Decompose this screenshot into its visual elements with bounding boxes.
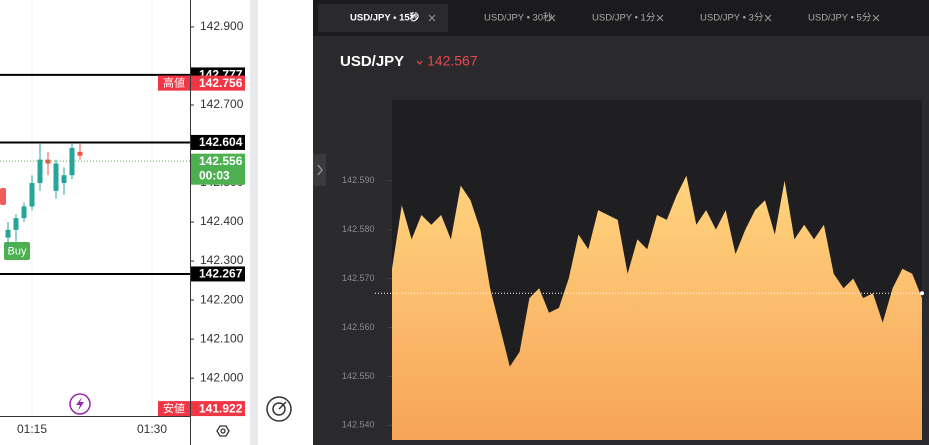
price-label-bg [191, 266, 245, 282]
candle-body [13, 218, 19, 230]
candle-body [5, 229, 11, 238]
icon-dot [220, 428, 226, 434]
icon-needle [278, 401, 287, 410]
y-tick-label: 142.700 [200, 97, 244, 111]
y-tick-label: 142.400 [200, 214, 244, 228]
y-tick-label: 142.200 [200, 292, 244, 306]
y-tick-label: 142.900 [200, 19, 244, 33]
price-label-bg [191, 75, 245, 91]
down-arrow [416, 60, 423, 65]
price-label: 142.267 [199, 267, 243, 281]
tab-active[interactable] [318, 4, 448, 32]
candle-body [53, 163, 59, 191]
icon-ring [272, 402, 286, 416]
x-tick-label: 01:15 [17, 422, 47, 436]
price-tag: 高値 [163, 76, 185, 90]
price-area [392, 175, 922, 441]
candle-body [77, 151, 83, 156]
price-label-bg [191, 401, 245, 417]
buy-bg [4, 242, 30, 260]
chevron [317, 164, 323, 176]
tab-close[interactable] [428, 14, 436, 22]
candle-body [37, 159, 43, 184]
icon-ring [69, 393, 91, 415]
y-tick-label: 142.000 [200, 370, 244, 384]
price-tag-bg [158, 75, 190, 91]
current-dot [920, 291, 924, 296]
icon-bolt [76, 397, 84, 411]
y-tick-label: 142.100 [200, 331, 244, 345]
price-tag-bg [158, 401, 190, 417]
tab-label[interactable]: USD/JPY • 30秒 [484, 12, 553, 24]
separator [250, 0, 258, 445]
buy-label: Buy [8, 245, 27, 257]
lightning-icon[interactable] [69, 393, 91, 415]
tab-close[interactable] [656, 14, 664, 22]
settings-icon[interactable] [216, 425, 230, 437]
tab-close[interactable] [548, 14, 556, 22]
tab-label[interactable]: USD/JPY • 5分 [808, 13, 872, 24]
price-tag: 安値 [163, 401, 185, 415]
candle-body [21, 206, 27, 219]
price-tag: 00:03 [199, 168, 230, 182]
y-tick-label: 142.570 [342, 273, 375, 283]
tab-label[interactable]: USD/JPY • 15秒 [350, 12, 420, 24]
price-label: 141.922 [199, 401, 243, 415]
symbol: USD/JPY [340, 53, 404, 70]
price-label-bg [191, 134, 245, 150]
price-label: 142.556 [199, 154, 243, 168]
collapse-bg [313, 154, 326, 186]
x-tick-label: 01:30 [137, 422, 167, 436]
tab-close[interactable] [764, 14, 772, 22]
y-tick-label: 142.560 [342, 322, 375, 332]
y-tick-label: 142.550 [342, 371, 375, 381]
icon-ring [266, 396, 292, 422]
y-tick-label: 142.580 [342, 224, 375, 234]
compass-icon[interactable] [266, 396, 292, 422]
price-label: 142.756 [199, 76, 243, 90]
tab-label[interactable]: USD/JPY • 1分 [592, 13, 656, 24]
order-marker[interactable] [0, 188, 6, 205]
y-tick-label: 142.590 [342, 175, 375, 185]
toolbar [258, 0, 313, 445]
price: 142.567 [427, 53, 478, 69]
y-tick-label: 142.540 [342, 420, 375, 430]
collapse-button[interactable] [313, 154, 326, 186]
price-label-bg [191, 153, 245, 185]
candle-body [29, 183, 35, 207]
tab-label[interactable]: USD/JPY • 3分 [700, 13, 764, 24]
price-label: 142.604 [199, 135, 243, 149]
buy-button[interactable]: Buy [4, 242, 30, 260]
icon-hex [216, 425, 230, 437]
y-tick-label: 142.300 [200, 253, 244, 267]
candle-body [61, 175, 67, 184]
tab-close[interactable] [872, 14, 880, 22]
